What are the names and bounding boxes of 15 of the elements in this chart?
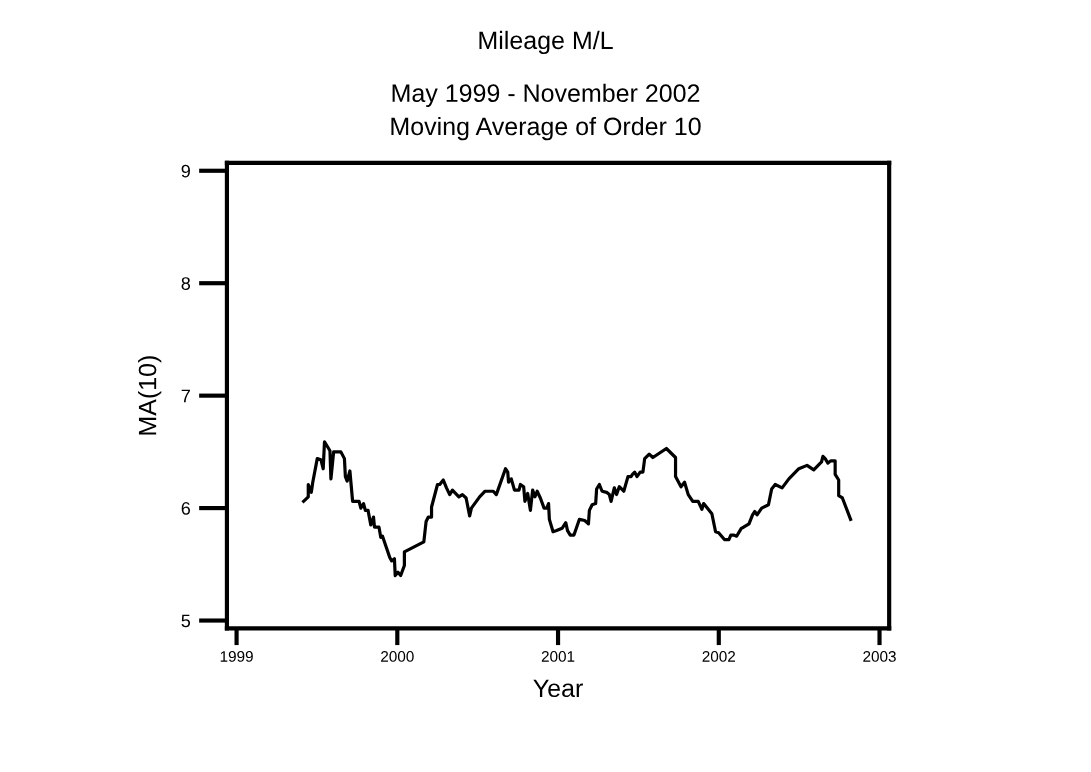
x-axis-title: Year (533, 679, 583, 698)
y-tick-label: 5 (181, 614, 191, 628)
line-series (302, 440, 853, 578)
x-tick-label: 1999 (220, 651, 253, 662)
x-tick-label: 2001 (541, 651, 575, 662)
y-tick-label: 8 (181, 277, 191, 290)
y-tick-label: 6 (181, 502, 191, 515)
y-axis-title: MA(10) (138, 356, 162, 435)
x-tick-label: 2003 (863, 651, 896, 662)
x-tick-label: 2000 (381, 651, 414, 662)
y-tick-label: 9 (181, 164, 190, 178)
y-tick-label: 7 (181, 389, 190, 403)
chart-subtitle: May 1999 - November 2002 Moving Average of Order 10 (391, 83, 701, 141)
chart-title: Mileage M/L (479, 30, 613, 55)
x-tick-label: 2002 (702, 651, 736, 662)
